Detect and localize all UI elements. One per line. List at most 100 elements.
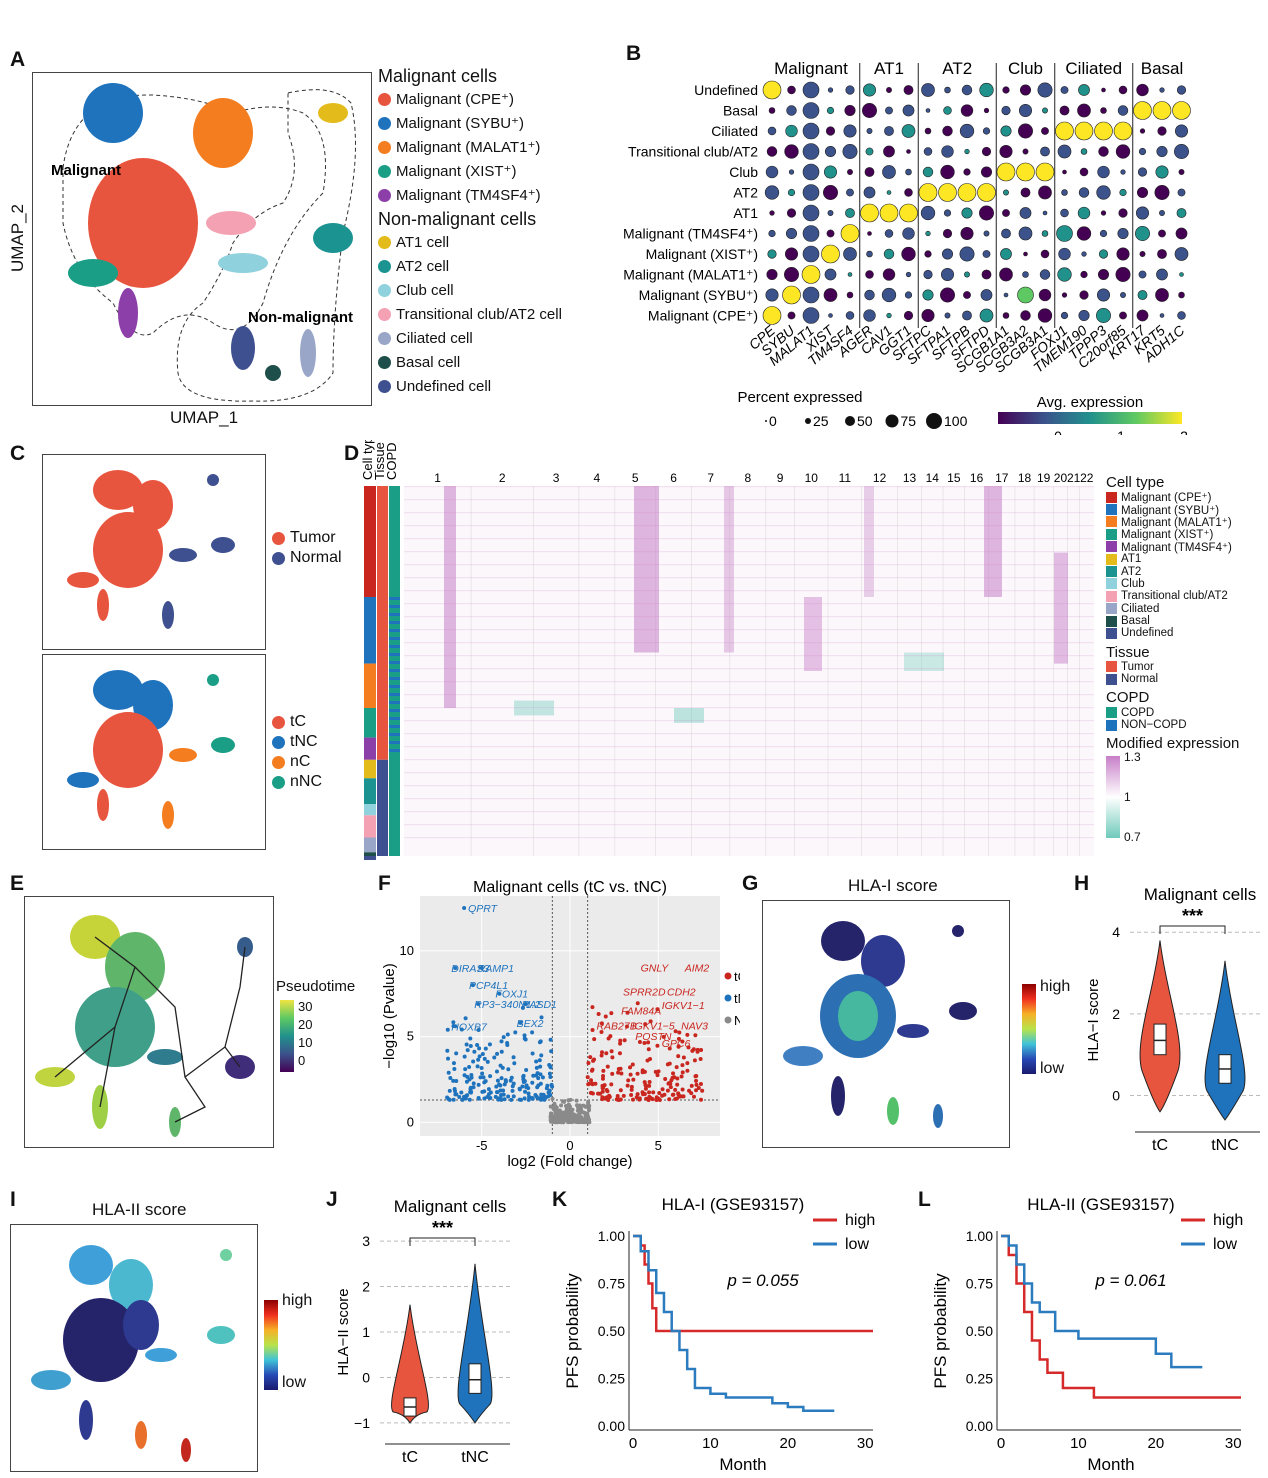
km-curve-low: [1001, 1234, 1203, 1369]
dotplot-dot: [1137, 290, 1148, 300]
dotplot-dot: [802, 286, 820, 304]
legend-d-celltype-swatch: [1106, 590, 1117, 602]
umap-a-plot: Malignant Non-malignant: [51, 83, 356, 402]
dotplot-dot: [1097, 268, 1110, 281]
volcano-point: [677, 1030, 682, 1035]
heatmap-chr-label: 22: [1080, 471, 1094, 485]
violin-box: [468, 1363, 482, 1394]
volcano-point: [479, 1065, 484, 1070]
heatmap-celltype-seg: [364, 852, 376, 856]
panel-label-l: L: [918, 1188, 931, 1211]
size-legend-label: 50: [857, 413, 873, 429]
dotplot-dot: [1120, 169, 1126, 175]
size-legend-dot: [926, 413, 942, 429]
volcano-point: [552, 1101, 557, 1106]
volcano-title: Malignant cells (tC vs. tNC): [473, 879, 667, 896]
volcano-point: [513, 1030, 518, 1035]
volcano-point: [499, 1092, 504, 1097]
color-legend-bar: [998, 412, 1182, 424]
heatmap-copd-seg: [389, 741, 400, 744]
dotplot-dot: [1098, 249, 1109, 259]
dotplot-group-label: AT2: [942, 59, 972, 78]
km-ytick: 1.00: [966, 1228, 993, 1244]
legend-d-copd-swatch: [1106, 719, 1117, 731]
volcano-point: [511, 1094, 516, 1099]
heatmap-stripe: [404, 538, 1094, 540]
color-legend-tick: 0: [1054, 428, 1062, 435]
legend-c-group-swatch: [272, 775, 285, 789]
heatmap-celltype-seg: [364, 597, 376, 664]
volcano-point: [495, 1051, 500, 1056]
color-legend-tick: 1: [1117, 428, 1125, 435]
volcano-point: [578, 1117, 583, 1122]
volcano-point: [646, 1040, 651, 1045]
legend-d-celltype-item: Transitional club/AT2: [1106, 590, 1239, 602]
dotplot-dot: [1136, 309, 1149, 322]
volcano-point: [599, 1030, 604, 1035]
volcano-point: [453, 966, 458, 970]
heatmap-celltype-seg: [364, 737, 376, 760]
volcano-legend-label: Not: [734, 1013, 740, 1028]
dotplot-row-label: Transitional club/AT2: [628, 144, 758, 160]
volcano-point: [610, 1055, 615, 1060]
volcano-point: [655, 1007, 660, 1012]
dotplot-dot: [885, 106, 893, 115]
legend-d-celltype-label: Ciliated: [1121, 602, 1160, 615]
volcano-point: [548, 1074, 553, 1079]
volcano-point: [698, 1057, 703, 1062]
volcano-point: [651, 1090, 656, 1095]
volcano-point: [548, 1104, 553, 1109]
volcano-point: [567, 1119, 572, 1124]
heatmap-copd-seg: [389, 637, 400, 640]
volcano-ytick: 10: [400, 943, 414, 958]
dotplot-dot: [802, 81, 820, 99]
dotplot-dot: [903, 310, 914, 321]
panel-label-e: E: [10, 872, 25, 895]
volcano-point: [686, 1045, 691, 1050]
panel-label-c: C: [10, 442, 26, 465]
dotplot-dot: [980, 289, 993, 301]
dotplot-dot: [1176, 85, 1187, 95]
dotplot-dot: [802, 143, 820, 160]
volcano-point: [498, 1096, 503, 1101]
volcano-point: [585, 1075, 590, 1080]
volcano-point: [618, 1041, 623, 1046]
km-pvalue: p = 0.061: [1094, 1271, 1166, 1290]
pseudotime-colorbar: [280, 1000, 294, 1072]
dotplot-group-label: AT1: [874, 59, 904, 78]
dotplot-dot: [1117, 227, 1129, 240]
volcano-point: [618, 1038, 623, 1043]
km-ytick: 0.00: [966, 1418, 993, 1434]
volcano-point: [463, 1016, 468, 1021]
volcano-point: [506, 1094, 511, 1099]
dotplot-dot: [1038, 288, 1052, 302]
legend-d-celltype-item: Malignant (TM4SF4⁺): [1106, 541, 1239, 554]
dotplot-group-label: Malignant: [774, 59, 848, 78]
volcano-point: [548, 1064, 553, 1069]
km-ytick: 0.50: [966, 1323, 993, 1339]
volcano-point: [694, 1088, 699, 1093]
dotplot-dot: [899, 203, 918, 223]
volcano-point: [642, 1040, 647, 1045]
heatmap-chr-label: 8: [744, 471, 751, 485]
volcano-point: [494, 1069, 499, 1074]
volcano-point: [482, 1096, 487, 1101]
legend-d-copd-item: NON−COPD: [1106, 719, 1239, 731]
volcano-point: [521, 1074, 526, 1079]
size-legend-label: 100: [944, 413, 968, 429]
volcano-point: [568, 1097, 573, 1102]
dotplot-dot: [1118, 208, 1128, 218]
dotplot-dot: [943, 209, 952, 217]
dotplot-dot: [766, 268, 778, 281]
size-legend-label: 75: [901, 413, 917, 429]
volcano-point: [601, 1085, 606, 1090]
volcano-point: [454, 1079, 459, 1084]
volcano-point: [494, 1084, 499, 1089]
dotplot-dot: [1137, 167, 1148, 177]
panel-label-d: D: [344, 442, 360, 465]
volcano-point: [454, 1051, 459, 1056]
volcano-point: [548, 1037, 553, 1042]
volcano-gene-label: NAV3: [681, 1021, 708, 1033]
volcano-legend-dot: [724, 1016, 732, 1024]
legend-d-celltype-label: Undefined: [1121, 627, 1174, 640]
